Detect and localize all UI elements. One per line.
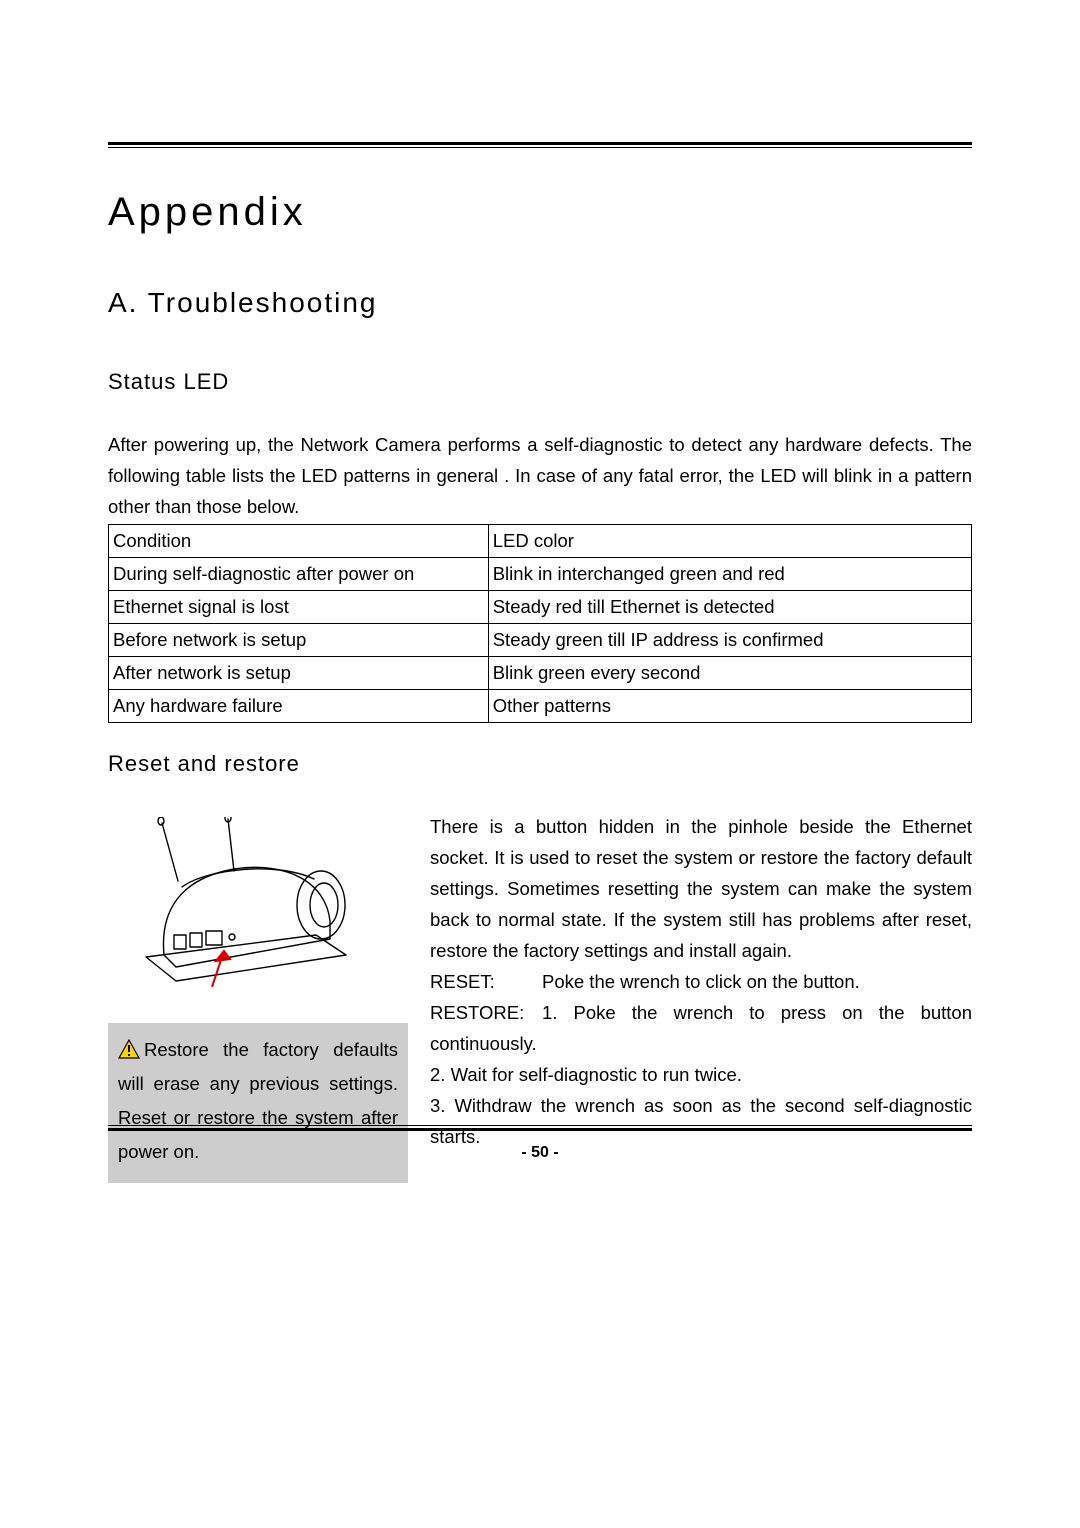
reset-text: Poke the wrench to click on the button. (542, 971, 860, 992)
page-title: Appendix (108, 190, 972, 235)
reset-label: RESET: (430, 966, 542, 997)
status-led-table: Condition LED color During self-diagnost… (108, 524, 972, 723)
reset-intro-paragraph: There is a button hidden in the pinhole … (430, 811, 972, 966)
page-number: - 50 - (0, 1144, 1080, 1162)
table-cell: Steady red till Ethernet is detected (488, 591, 971, 624)
section-a-heading: A. Troubleshooting (108, 287, 972, 319)
table-row: Before network is setup Steady green til… (109, 624, 972, 657)
table-row: After network is setup Blink green every… (109, 657, 972, 690)
warning-triangle-icon (118, 1039, 140, 1059)
table-cell: After network is setup (109, 657, 489, 690)
table-cell: Before network is setup (109, 624, 489, 657)
camera-diagram (116, 817, 376, 997)
top-double-rule (108, 142, 972, 148)
status-led-heading: Status LED (108, 369, 972, 395)
table-row: Ethernet signal is lost Steady red till … (109, 591, 972, 624)
table-row: Any hardware failure Other patterns (109, 690, 972, 723)
table-row: Condition LED color (109, 525, 972, 558)
table-cell: Other patterns (488, 690, 971, 723)
reset-restore-heading: Reset and restore (108, 751, 972, 777)
camera-line-art-icon (116, 817, 376, 997)
table-cell: During self-diagnostic after power on (109, 558, 489, 591)
table-header-cell: LED color (488, 525, 971, 558)
table-cell: Blink in interchanged green and red (488, 558, 971, 591)
table-header-cell: Condition (109, 525, 489, 558)
restore-step-1: RESTORE:1. Poke the wrench to press on t… (430, 997, 972, 1059)
restore-step-3: 3. Withdraw the wrench as soon as the se… (430, 1090, 972, 1152)
status-led-intro: After powering up, the Network Camera pe… (108, 429, 972, 522)
table-row: During self-diagnostic after power on Bl… (109, 558, 972, 591)
restore-step-2: 2. Wait for self-diagnostic to run twice… (430, 1059, 972, 1090)
bottom-double-rule (108, 1125, 972, 1131)
table-cell: Any hardware failure (109, 690, 489, 723)
reset-line: RESET:Poke the wrench to click on the bu… (430, 966, 972, 997)
restore-label: RESTORE: (430, 997, 542, 1028)
table-cell: Blink green every second (488, 657, 971, 690)
table-cell: Ethernet signal is lost (109, 591, 489, 624)
table-cell: Steady green till IP address is confirme… (488, 624, 971, 657)
